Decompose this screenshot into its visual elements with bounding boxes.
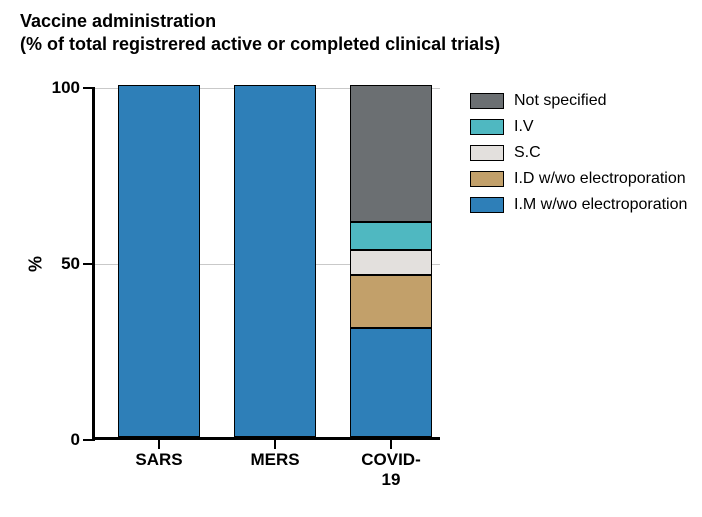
legend-item-im: I.M w/wo electroporation bbox=[470, 196, 690, 214]
x-tick-label: MERS bbox=[250, 450, 299, 470]
x-tick-label: SARS bbox=[135, 450, 182, 470]
bar-segment-iv bbox=[350, 222, 432, 250]
chart-title: Vaccine administration (% of total regis… bbox=[0, 10, 702, 55]
bar-sars bbox=[118, 85, 200, 437]
bar-segment-im bbox=[118, 85, 200, 437]
legend-label: I.D w/wo electroporation bbox=[514, 170, 686, 188]
y-tick-label: 100 bbox=[20, 78, 80, 98]
legend: Not specified I.V S.C I.D w/wo electroporat… bbox=[470, 92, 690, 222]
legend-swatch bbox=[470, 171, 504, 187]
legend-swatch bbox=[470, 197, 504, 213]
y-tick bbox=[83, 263, 95, 265]
legend-swatch bbox=[470, 93, 504, 109]
legend-item-id: I.D w/wo electroporation bbox=[470, 170, 690, 188]
x-tick bbox=[390, 437, 392, 449]
legend-swatch bbox=[470, 119, 504, 135]
legend-item-iv: I.V bbox=[470, 118, 690, 136]
vaccine-admin-chart: Vaccine administration (% of total regis… bbox=[0, 0, 702, 517]
legend-label: Not specified bbox=[514, 92, 607, 110]
legend-label: S.C bbox=[514, 144, 541, 162]
y-tick bbox=[83, 439, 95, 441]
bar-segment-im bbox=[234, 85, 316, 437]
y-tick bbox=[83, 87, 95, 89]
legend-swatch bbox=[470, 145, 504, 161]
x-tick bbox=[274, 437, 276, 449]
bar-mers bbox=[234, 85, 316, 437]
bar-segment-im bbox=[350, 328, 432, 437]
plot-area: 050100SARSMERSCOVID-19 bbox=[92, 88, 440, 440]
title-line-2: (% of total registrered active or comple… bbox=[20, 34, 500, 54]
x-tick-label: COVID-19 bbox=[361, 450, 421, 490]
y-tick-label: 50 bbox=[20, 254, 80, 274]
title-line-1: Vaccine administration bbox=[20, 11, 216, 31]
bar-segment-not_specified bbox=[350, 85, 432, 222]
legend-label: I.M w/wo electroporation bbox=[514, 196, 687, 214]
bar-covid-19 bbox=[350, 85, 432, 437]
x-tick bbox=[158, 437, 160, 449]
legend-label: I.V bbox=[514, 118, 534, 136]
legend-item-not_specified: Not specified bbox=[470, 92, 690, 110]
y-tick-label: 0 bbox=[20, 430, 80, 450]
legend-item-sc: S.C bbox=[470, 144, 690, 162]
bar-segment-sc bbox=[350, 250, 432, 275]
bar-segment-id bbox=[350, 275, 432, 328]
